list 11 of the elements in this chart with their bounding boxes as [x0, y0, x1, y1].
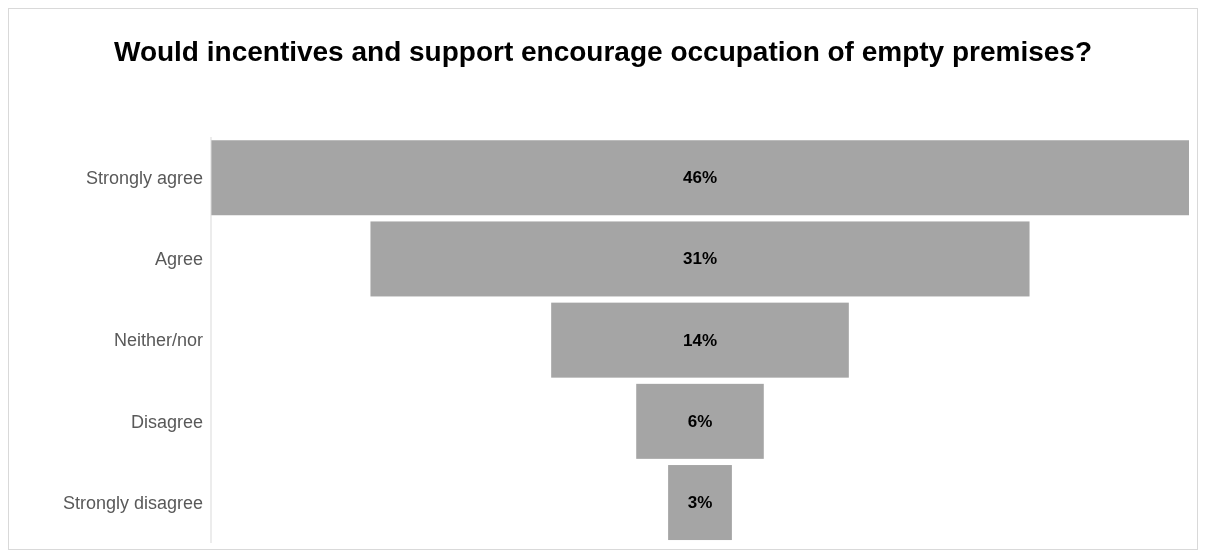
category-label: Disagree	[130, 411, 203, 432]
data-label: 14%	[682, 330, 718, 350]
category-label: Neither/nor	[113, 330, 203, 351]
data-label: 46%	[682, 168, 718, 188]
text: Would incentives and support encourage occupation of empty premises?	[112, 35, 1094, 69]
category-label: Agree	[154, 249, 203, 270]
data-label: 3%	[687, 493, 713, 513]
data-label: 31%	[682, 249, 718, 269]
category-label: Strongly agree	[85, 167, 203, 188]
category-label: Strongly disagree	[62, 492, 203, 513]
data-label: 6%	[687, 411, 713, 431]
